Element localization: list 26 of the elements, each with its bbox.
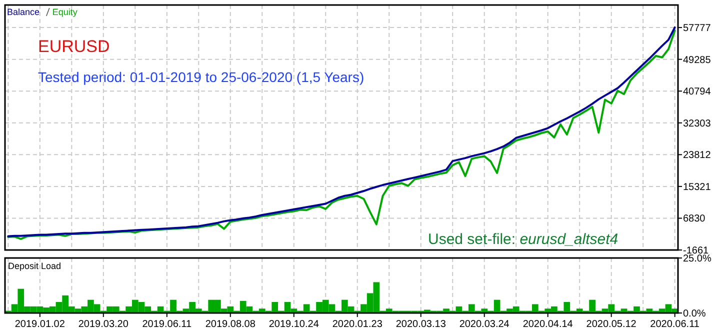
y-tick-label: 40794	[683, 86, 712, 98]
annotation: Tested period: 01-01-2019 to 25-06-2020 (1,5 Years)	[38, 69, 364, 85]
x-tick-label: 2020.03.24	[459, 319, 510, 329]
y-tick-label: 0.0%	[683, 308, 706, 320]
x-tick-label: 2019.01.02	[14, 319, 66, 329]
y-tick-label: 32303	[683, 118, 712, 130]
y-tick-label: 15321	[683, 182, 712, 193]
annotation: EURUSD	[38, 37, 110, 56]
x-tick-label: 2019.08.08	[205, 319, 256, 329]
x-tick-label: 2019.10.24	[268, 319, 320, 329]
y-tick-label: 23812	[683, 150, 712, 162]
x-tick-label: 2020.01.23	[332, 319, 383, 329]
annotation: Used set-file: eurusd_altset4	[428, 231, 618, 248]
x-tick-label: 2020.06.11	[650, 319, 700, 329]
y-tick-label: 57777	[683, 23, 712, 34]
x-tick-label: 2019.03.20	[78, 319, 129, 329]
y-tick-label: 6830	[683, 214, 706, 225]
y-tick-label: 49285	[683, 54, 712, 66]
text: Equity	[52, 7, 78, 17]
x-tick-label: 2020.03.13	[396, 319, 446, 329]
text: Balance	[7, 7, 40, 17]
chart-title: Deposit Load	[8, 261, 62, 271]
x-tick-label: 2020.04.14	[522, 319, 574, 329]
x-tick-label: 2019.06.11	[142, 319, 192, 329]
y-tick-label: 25.0%	[683, 254, 712, 264]
x-tick-label: 2020.05.12	[586, 319, 637, 329]
